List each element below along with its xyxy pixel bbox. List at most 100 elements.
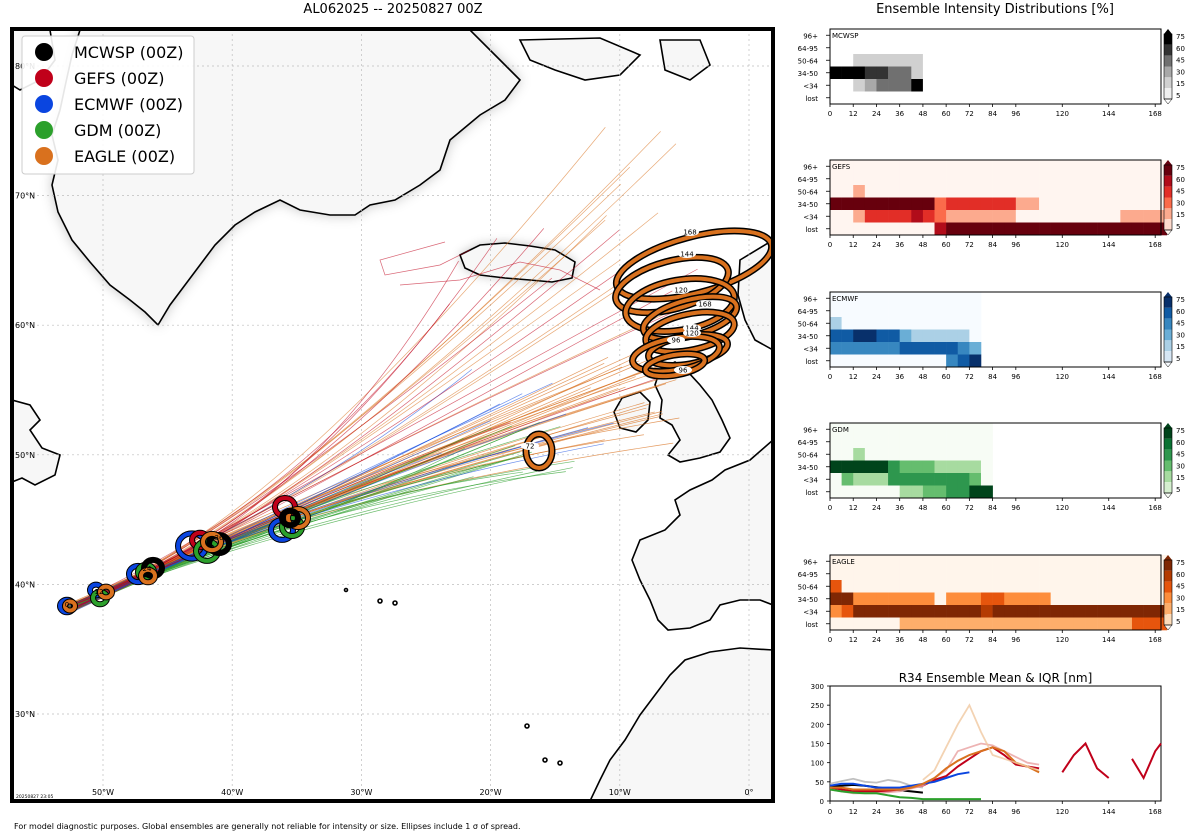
heatmap-cell <box>1039 185 1051 198</box>
heatmap-cell <box>864 54 877 67</box>
heatmap-cell <box>911 423 924 436</box>
heatmap-cell <box>969 172 982 186</box>
heatmap-cell <box>1062 605 1075 618</box>
heatmap-cell <box>876 567 889 581</box>
heatmap-cell <box>899 342 912 355</box>
heatmap-cell <box>1050 222 1063 236</box>
heatmap-cell <box>1108 567 1121 581</box>
heatmap-cell <box>864 460 877 474</box>
heatmap-cell <box>1062 592 1075 606</box>
r34-chart: R34 Ensemble Mean & IQR [nm] 0 50 100 150 200… <box>811 671 1162 816</box>
heatmap-cell <box>1120 605 1133 618</box>
heatmap-cell <box>899 423 912 436</box>
footer-note: For model diagnostic purposes. Global en… <box>14 822 521 831</box>
heatmap-cell <box>922 54 935 67</box>
heatmap-cell <box>957 172 970 186</box>
colorbar-segment <box>1164 482 1172 493</box>
heatmap-cell <box>888 79 900 92</box>
heatmap-cell <box>922 79 935 92</box>
heatmap-cell <box>853 435 866 449</box>
colorbar-segment <box>1164 614 1172 625</box>
colorbar-segment <box>1164 449 1172 461</box>
heatmap-cell <box>1131 555 1144 568</box>
heatmap-cell <box>876 580 889 593</box>
panel-frame <box>829 291 1162 368</box>
heatmap-cell <box>992 617 1005 631</box>
lat-label: 50°N <box>15 451 35 460</box>
heatmap-cell <box>1143 172 1156 186</box>
r34-x-tick-label: 60 <box>942 808 951 816</box>
heatmap-cell <box>1027 555 1040 568</box>
heatmap-cell <box>899 473 912 486</box>
heatmap-cell <box>1062 580 1075 593</box>
heatmap-cell <box>899 292 912 305</box>
heatmap-cell <box>946 555 959 568</box>
heatmap-cell <box>853 29 866 42</box>
heatmap-cell <box>1039 172 1051 186</box>
colorbar-tick-label: 30 <box>1176 199 1185 207</box>
heatmap-cell <box>853 160 866 173</box>
heatmap-cell <box>853 605 866 618</box>
heatmap-cell <box>1108 172 1121 186</box>
colorbar-tick-label: 15 <box>1176 343 1185 351</box>
heatmap-cell <box>830 91 842 105</box>
heatmap-cell <box>864 160 877 173</box>
heatmap-cell <box>980 617 993 631</box>
heatmap-cell <box>853 185 866 198</box>
heatmap-cell <box>1039 605 1051 618</box>
legend-marker <box>35 121 53 139</box>
heatmap-cell <box>934 448 947 461</box>
colorbar-segment <box>1164 592 1172 604</box>
heatmap-cell <box>876 172 889 186</box>
heatmap-cell <box>888 592 900 606</box>
colorbar-tick-label: 45 <box>1176 57 1185 65</box>
row-label: 64-95 <box>798 308 818 316</box>
heatmap-cell <box>980 185 993 198</box>
heatmap-cell <box>1085 197 1098 211</box>
heatmap-cell <box>980 448 993 461</box>
heatmap-cell <box>864 617 877 631</box>
x-tick-label: 120 <box>1056 110 1069 118</box>
heatmap-cell <box>922 567 935 581</box>
heatmap-cell <box>876 460 889 474</box>
heatmap-cell <box>1131 617 1144 631</box>
x-tick-label: 36 <box>895 373 904 381</box>
heatmap-cell <box>934 567 947 581</box>
heatmap-cell <box>1027 605 1040 618</box>
heatmap-cell <box>864 41 877 55</box>
heatmap-cell <box>1027 185 1040 198</box>
early-ellipse <box>286 507 310 529</box>
heatmap-cell <box>911 460 924 474</box>
heatmap-cell <box>957 435 970 449</box>
ellipse-label: 144 <box>685 325 699 333</box>
heatmap-cell <box>1050 580 1063 593</box>
heatmap-cell <box>1015 160 1028 173</box>
heatmap-cell <box>864 66 877 80</box>
r34-x-tick-label: 12 <box>849 808 858 816</box>
heatmap-cell <box>922 448 935 461</box>
heatmap-cell <box>969 485 982 499</box>
heatmap-cell <box>1143 197 1156 211</box>
heatmap-cell <box>899 617 912 631</box>
panel-frame <box>829 28 1162 105</box>
heatmap-cell <box>876 66 889 80</box>
heatmap-cell <box>922 222 935 236</box>
heatmap-cell <box>922 617 935 631</box>
ellipse-label-bg <box>681 228 699 236</box>
colorbar-segment <box>1164 340 1172 352</box>
heatmap-cell <box>911 448 924 461</box>
x-tick-label: 0 <box>828 241 832 249</box>
heatmap-cell <box>911 317 924 330</box>
heatmap-cell <box>911 197 924 211</box>
colorbar-segment <box>1164 307 1172 319</box>
heatmap-cell <box>957 185 970 198</box>
x-tick-label: 96 <box>1011 110 1020 118</box>
heatmap-cell <box>911 354 924 368</box>
colorbar-tick-label: 75 <box>1176 33 1185 41</box>
colorbar-tick-label: 15 <box>1176 474 1185 482</box>
colorbar-segment <box>1164 428 1172 439</box>
x-tick-label: 0 <box>828 504 832 512</box>
heatmap-cell <box>946 172 959 186</box>
heatmap-cell <box>969 210 982 223</box>
heatmap-cell <box>876 222 889 236</box>
